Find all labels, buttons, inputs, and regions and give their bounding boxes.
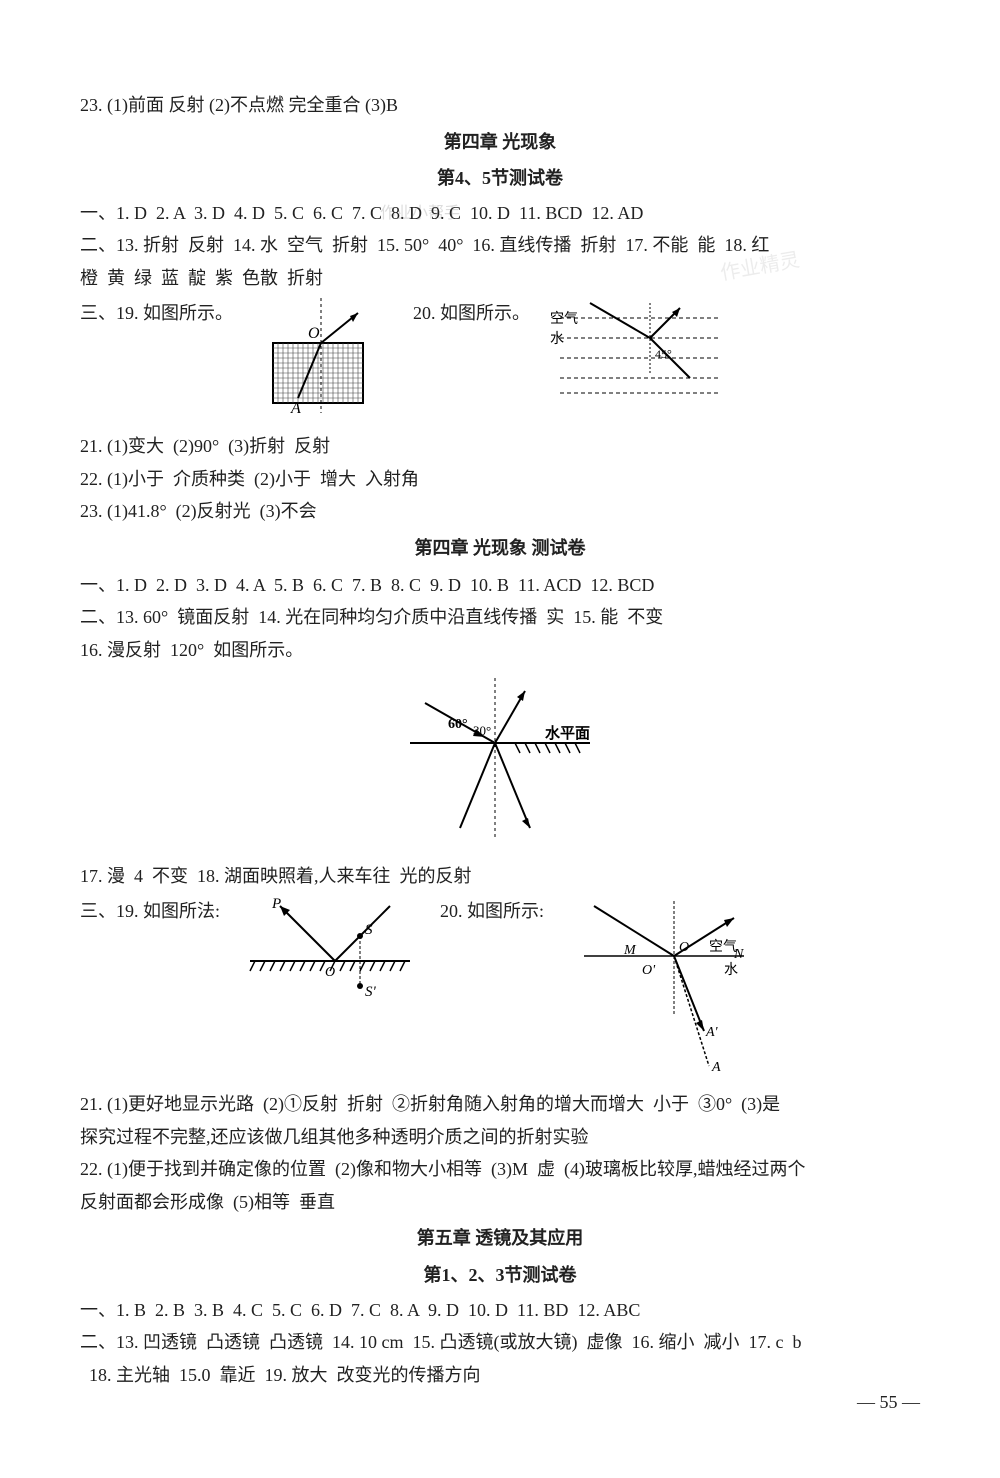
svg-text:水: 水 [724,962,738,978]
diagram-19b: P S S' O [240,896,420,1036]
chapter5-heading: 第五章 透镜及其应用 [80,1223,920,1254]
page-number: — 55 — [857,1387,920,1418]
s45-q19-label: 三、19. 如图所示。 [80,298,233,329]
c4-q22-line2: 反射面都会形成像 (5)相等 垂直 [80,1187,920,1218]
c4-q17: 17. 漫 4 不变 18. 湖面映照着,人来车往 光的反射 [80,861,920,892]
section45-heading: 第4、5节测试卷 [80,163,920,194]
chapter4-test-heading: 第四章 光现象 测试卷 [80,533,920,564]
s45-section2-line2: 橙 黄 绿 蓝 靛 紫 色散 折射 [80,263,920,294]
diagram-16: 60° 30° 水平面 [80,673,920,853]
s123-section1: 一、1. B 2. B 3. B 4. C 5. C 6. D 7. C 8. … [80,1295,920,1326]
svg-text:空气: 空气 [709,939,737,955]
s45-q21: 21. (1)变大 (2)90° (3)折射 反射 [80,431,920,462]
c4-q22-line1: 22. (1)便于找到并确定像的位置 (2)像和物大小相等 (3)M 虚 (4)… [80,1154,920,1185]
svg-text:S': S' [365,984,377,1000]
svg-text:O': O' [642,963,656,978]
svg-text:60°: 60° [448,717,468,732]
svg-text:O: O [679,940,689,955]
c4-q20-label: 20. 如图所示: [440,896,544,927]
diagram-19a: O A [253,298,393,428]
svg-text:空气: 空气 [550,311,578,327]
svg-text:水平面: 水平面 [545,724,590,742]
c4-q19-label: 三、19. 如图所法: [80,896,220,927]
diagram-20a: 空气 水 45° [550,298,730,418]
chapter4-heading: 第四章 光现象 [80,127,920,158]
c4-section2-line2: 16. 漫反射 120° 如图所示。 [80,635,920,666]
s123-section2-line2: 18. 主光轴 15.0 靠近 19. 放大 改变光的传播方向 [80,1360,920,1391]
svg-text:S: S [365,922,373,938]
s45-section2-line1: 二、13. 折射 反射 14. 水 空气 折射 15. 50° 40° 16. … [80,230,920,261]
svg-text:A: A [711,1060,721,1075]
diagram-20b: M O O' N 空气 水 A' A [564,896,764,1086]
answer-23a: 23. (1)前面 反射 (2)不点燃 完全重合 (3)B [80,90,920,121]
svg-text:水: 水 [550,331,564,347]
s45-section1: 一、1. D 2. A 3. D 4. D 5. C 6. C 7. C 8. … [80,198,920,229]
s123-section2-line1: 二、13. 凹透镜 凸透镜 凸透镜 14. 10 cm 15. 凸透镜(或放大镜… [80,1327,920,1358]
svg-text:O: O [308,325,320,342]
c4-q21-line2: 探究过程不完整,还应该做几组其他多种透明介质之间的折射实验 [80,1122,920,1153]
svg-text:A: A [290,400,301,417]
c4-q21-line1: 21. (1)更好地显示光路 (2)①反射 折射 ②折射角随入射角的增大而增大 … [80,1089,920,1120]
section123-heading: 第1、2、3节测试卷 [80,1260,920,1291]
c4-section1: 一、1. D 2. D 3. D 4. A 5. B 6. C 7. B 8. … [80,570,920,601]
svg-text:M: M [623,943,637,958]
s45-q20-label: 20. 如图所示。 [413,298,530,329]
svg-text:30°: 30° [473,723,491,738]
svg-text:P: P [271,896,281,912]
s45-q22: 22. (1)小于 介质种类 (2)小于 增大 入射角 [80,464,920,495]
c4-section2-line1: 二、13. 60° 镜面反射 14. 光在同种均匀介质中沿直线传播 实 15. … [80,602,920,633]
s45-q23: 23. (1)41.8° (2)反射光 (3)不会 [80,496,920,527]
svg-text:45°: 45° [655,347,672,361]
svg-text:O: O [325,965,335,980]
svg-text:A': A' [705,1025,719,1040]
